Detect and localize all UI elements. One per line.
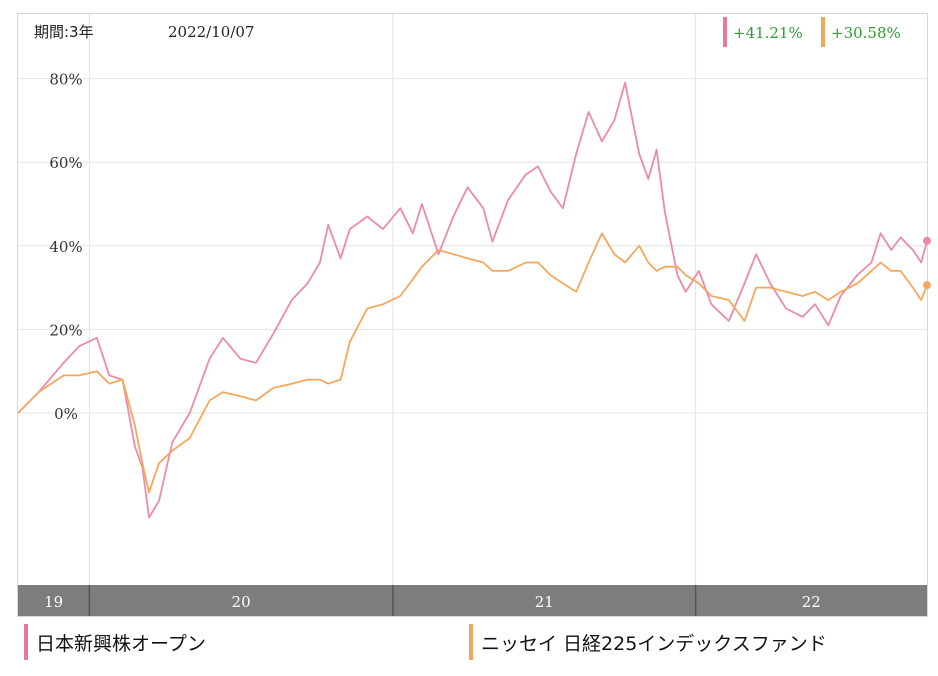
series-lines bbox=[17, 81, 931, 519]
x-tick-label: 19 bbox=[44, 593, 63, 611]
legend-label: 日本新興株オープン bbox=[36, 632, 206, 655]
period-label: 期間:3年 bbox=[34, 23, 94, 41]
as-of-date: 2022/10/07 bbox=[168, 23, 254, 41]
series-endpoint-1 bbox=[923, 236, 931, 245]
legend-swatch bbox=[469, 624, 473, 660]
x-tick-label: 22 bbox=[802, 593, 821, 611]
badge-1-swatch bbox=[723, 17, 727, 47]
badge-2-value: +30.58% bbox=[831, 24, 901, 42]
y-tick-label: 40% bbox=[49, 238, 82, 256]
series-line-2 bbox=[17, 232, 928, 494]
y-tick-label: 0% bbox=[54, 405, 78, 423]
x-axis-band bbox=[18, 585, 927, 616]
legend-label: ニッセイ 日経225インデックスファンド bbox=[481, 632, 827, 655]
legend-item-series-2: ニッセイ 日経225インデックスファンド bbox=[469, 622, 827, 662]
legend-swatch bbox=[24, 624, 28, 660]
series-line-1 bbox=[17, 81, 928, 519]
horizontal-gridlines bbox=[18, 78, 927, 414]
y-tick-label: 80% bbox=[49, 71, 82, 89]
badge-2-swatch bbox=[821, 17, 825, 47]
y-axis-tick-labels: 0% 20% 40% 60% 80% bbox=[49, 71, 82, 423]
badge-1-value: +41.21% bbox=[733, 24, 803, 42]
y-tick-label: 60% bbox=[49, 154, 82, 172]
y-tick-label: 20% bbox=[49, 321, 82, 339]
x-tick-label: 21 bbox=[535, 593, 554, 611]
legend-item-series-1: 日本新興株オープン bbox=[24, 622, 206, 662]
performance-chart: 0% 20% 40% 60% 80% 19 20 21 22 期間:3年 2022/10/07… bbox=[17, 13, 931, 617]
x-axis-year-labels: 19 20 21 22 bbox=[44, 593, 821, 611]
plot-border bbox=[17, 13, 928, 617]
series-endpoint-2 bbox=[923, 281, 931, 290]
x-tick-label: 20 bbox=[232, 593, 251, 611]
x-axis-year-dividers bbox=[88, 585, 697, 616]
